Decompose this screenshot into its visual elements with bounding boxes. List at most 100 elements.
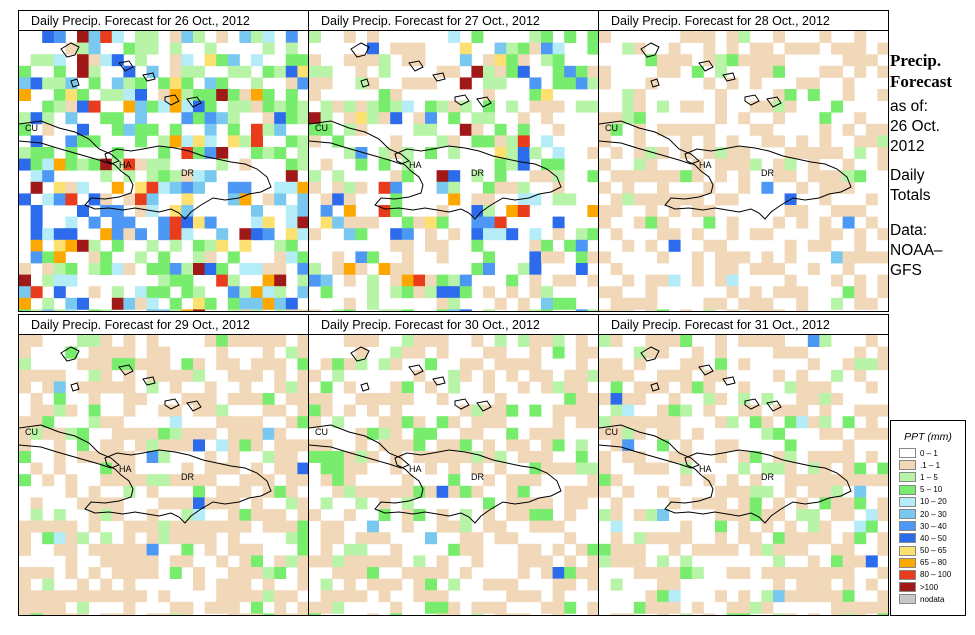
precip-cell [320,77,333,90]
precip-cell [819,381,832,394]
precip-cell [401,416,414,429]
precip-cell [42,416,55,429]
precip-cell [877,590,888,603]
precip-cell [53,239,66,252]
precip-cell [19,578,31,591]
precip-cell [506,100,519,113]
precip-cell [367,404,379,417]
precip-cell [111,474,124,487]
precip-cell [715,239,727,252]
precip-cell [378,427,391,440]
precip-cell [807,170,820,183]
precip-cell [65,532,78,545]
precip-cell [77,451,89,463]
precip-cell [169,416,182,429]
precip-cell [494,335,507,347]
precip-cell [517,335,530,347]
precip-cell [575,239,588,252]
precip-cell [19,123,31,136]
precip-cell [459,485,472,498]
precip-cell [30,77,43,90]
precip-cell [738,393,751,405]
precip-cell [309,65,321,78]
precip-cell [877,601,888,614]
precip-cell [436,135,449,148]
precip-cell [53,181,66,194]
precip-cell [436,555,449,568]
precip-cell [181,532,194,545]
precip-cell [204,462,217,475]
precip-cell [413,578,426,591]
precip-cell [401,393,414,405]
precip-cell [657,54,669,67]
precip-cell [309,393,321,405]
precip-cell [158,346,171,359]
precip-cell [100,369,113,382]
precip-cell [633,601,646,614]
precip-cell [355,216,368,229]
precip-cell [320,474,333,487]
precip-cell [135,205,147,217]
precip-cell [807,520,820,533]
precip-cell [30,170,43,183]
precip-cell [343,555,356,568]
precip-cell [181,543,194,556]
precip-cell [564,193,577,206]
precip-cell [854,404,867,417]
precip-cell [42,147,55,159]
precip-cell [749,474,762,487]
precip-cell [390,543,403,556]
precip-cell [715,89,727,101]
precip-cell [53,601,66,614]
precip-cell [877,543,888,556]
label-cuba: CU [315,427,328,437]
precip-cell [355,427,368,440]
precip-cell [773,335,785,347]
precip-cell [517,181,530,194]
precip-cell [193,239,205,252]
precip-cell [599,112,611,125]
precip-cell [831,228,843,241]
precip-cell [657,567,669,579]
precip-grid [309,31,598,311]
precip-cell [204,520,217,533]
precip-cell [262,520,275,533]
precip-cell [436,286,449,299]
precip-cell [564,31,577,43]
precip-cell [193,520,205,533]
precip-cell [610,369,623,382]
precip-cell [668,451,681,463]
precip-cell [390,578,403,591]
precip-cell [146,31,159,43]
precip-cell [297,54,308,67]
precip-cell [181,112,194,125]
precip-cell [88,369,101,382]
precip-cell [726,286,739,299]
precip-cell [831,485,843,498]
precip-cell [53,54,66,67]
precip-cell [320,381,333,394]
precip-cell [703,239,716,252]
precip-cell [413,112,426,125]
precip-cell [19,286,31,299]
precip-cell [564,567,577,579]
precip-cell [262,358,275,371]
precip-cell [819,485,832,498]
precip-cell [367,274,379,287]
precip-cell [355,263,368,275]
precip-cell [320,216,333,229]
precip-cell [285,42,298,55]
precip-cell [111,346,124,359]
precip-cell [239,381,252,394]
precip-cell [448,462,461,475]
precip-cell [123,485,136,498]
precip-cell [390,89,403,101]
precip-cell [285,77,298,90]
precip-cell [842,358,855,371]
precip-cell [181,520,194,533]
precip-cell [251,369,263,382]
precip-cell [645,462,658,475]
precip-cell [517,263,530,275]
precip-cell [865,251,878,264]
precip-cell [77,181,89,194]
